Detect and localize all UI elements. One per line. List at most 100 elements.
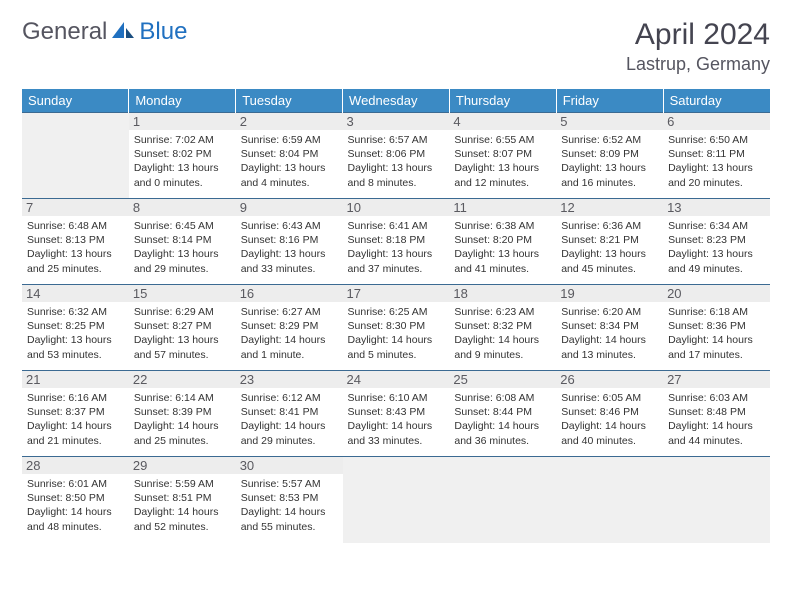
day-detail-line: and 37 minutes.	[348, 262, 445, 276]
day-detail-line: Sunrise: 6:10 AM	[348, 391, 445, 405]
calendar-cell: 12 Sunrise: 6:36 AMSunset: 8:21 PMDayligh…	[556, 199, 663, 285]
day-details: Sunrise: 6:16 AMSunset: 8:37 PMDaylight:…	[27, 391, 124, 448]
day-detail-line: Sunrise: 6:59 AM	[241, 133, 338, 147]
calendar-cell	[663, 457, 770, 543]
day-number: 26	[556, 371, 663, 388]
day-detail-line: Sunset: 8:50 PM	[27, 491, 124, 505]
calendar-table: SundayMondayTuesdayWednesdayThursdayFrid…	[22, 89, 770, 543]
day-detail-line: and 0 minutes.	[134, 176, 231, 190]
calendar-cell: 14Sunrise: 6:32 AMSunset: 8:25 PMDayligh…	[22, 285, 129, 371]
day-detail-line: and 57 minutes.	[134, 348, 231, 362]
page-header: General Blue April 2024 Lastrup, Germany	[22, 18, 770, 75]
day-detail-line: Sunrise: 6:41 AM	[348, 219, 445, 233]
calendar-cell	[449, 457, 556, 543]
day-detail-line: Sunrise: 6:01 AM	[27, 477, 124, 491]
logo-sail-icon	[112, 20, 134, 45]
weekday-header: Tuesday	[236, 89, 343, 113]
day-detail-line: Sunrise: 6:25 AM	[348, 305, 445, 319]
day-details: Sunrise: 6:36 AMSunset: 8:21 PMDaylight:…	[561, 219, 658, 276]
day-detail-line: Sunset: 8:06 PM	[348, 147, 445, 161]
weekday-header: Monday	[129, 89, 236, 113]
day-details: Sunrise: 6:59 AMSunset: 8:04 PMDaylight:…	[241, 133, 338, 190]
day-detail-line: Sunrise: 5:59 AM	[134, 477, 231, 491]
weekday-header: Wednesday	[343, 89, 450, 113]
day-detail-line: Sunrise: 6:34 AM	[668, 219, 765, 233]
calendar-cell: 8Sunrise: 6:45 AMSunset: 8:14 PMDaylight…	[129, 199, 236, 285]
day-detail-line: Sunrise: 6:45 AM	[134, 219, 231, 233]
day-number: 6	[663, 113, 770, 130]
day-detail-line: Sunrise: 6:36 AM	[561, 219, 658, 233]
day-detail-line: Sunrise: 6:50 AM	[668, 133, 765, 147]
day-detail-line: Sunrise: 6:43 AM	[241, 219, 338, 233]
day-detail-line: and 52 minutes.	[134, 520, 231, 534]
calendar-cell: 21Sunrise: 6:16 AMSunset: 8:37 PMDayligh…	[22, 371, 129, 457]
day-detail-line: Daylight: 13 hours	[561, 161, 658, 175]
day-details: Sunrise: 6:57 AMSunset: 8:06 PMDaylight:…	[348, 133, 445, 190]
day-number: 3	[343, 113, 450, 130]
day-detail-line: Sunrise: 6:16 AM	[27, 391, 124, 405]
day-detail-line: and 4 minutes.	[241, 176, 338, 190]
day-details: Sunrise: 6:48 AMSunset: 8:13 PMDaylight:…	[27, 219, 124, 276]
day-details: Sunrise: 6:45 AMSunset: 8:14 PMDaylight:…	[134, 219, 231, 276]
day-details: Sunrise: 6:43 AMSunset: 8:16 PMDaylight:…	[241, 219, 338, 276]
day-details: Sunrise: 6:03 AMSunset: 8:48 PMDaylight:…	[668, 391, 765, 448]
day-detail-line: and 12 minutes.	[454, 176, 551, 190]
day-details: Sunrise: 6:20 AMSunset: 8:34 PMDaylight:…	[561, 305, 658, 362]
day-number: 19	[556, 285, 663, 302]
day-detail-line: Sunrise: 6:12 AM	[241, 391, 338, 405]
day-detail-line: and 33 minutes.	[241, 262, 338, 276]
day-detail-line: Daylight: 13 hours	[134, 247, 231, 261]
calendar-cell: 5Sunrise: 6:52 AMSunset: 8:09 PMDaylight…	[556, 113, 663, 199]
logo: General Blue	[22, 18, 187, 46]
day-detail-line: Daylight: 13 hours	[241, 161, 338, 175]
calendar-cell: 9Sunrise: 6:43 AMSunset: 8:16 PMDaylight…	[236, 199, 343, 285]
calendar-cell: 20Sunrise: 6:18 AMSunset: 8:36 PMDayligh…	[663, 285, 770, 371]
day-detail-line: and 17 minutes.	[668, 348, 765, 362]
weekday-header: Thursday	[449, 89, 556, 113]
calendar-cell: 22Sunrise: 6:14 AMSunset: 8:39 PMDayligh…	[129, 371, 236, 457]
day-detail-line: Daylight: 14 hours	[27, 419, 124, 433]
day-details: Sunrise: 6:08 AMSunset: 8:44 PMDaylight:…	[454, 391, 551, 448]
day-detail-line: Sunset: 8:30 PM	[348, 319, 445, 333]
day-details: Sunrise: 6:10 AMSunset: 8:43 PMDaylight:…	[348, 391, 445, 448]
day-detail-line: Sunrise: 7:02 AM	[134, 133, 231, 147]
day-detail-line: Daylight: 14 hours	[454, 419, 551, 433]
day-detail-line: and 40 minutes.	[561, 434, 658, 448]
day-details: Sunrise: 6:27 AMSunset: 8:29 PMDaylight:…	[241, 305, 338, 362]
day-details: Sunrise: 6:32 AMSunset: 8:25 PMDaylight:…	[27, 305, 124, 362]
day-number: 20	[663, 285, 770, 302]
day-detail-line: Sunset: 8:20 PM	[454, 233, 551, 247]
day-number: 13	[663, 199, 770, 216]
day-details: Sunrise: 6:14 AMSunset: 8:39 PMDaylight:…	[134, 391, 231, 448]
day-details: Sunrise: 7:02 AMSunset: 8:02 PMDaylight:…	[134, 133, 231, 190]
day-number: 24	[343, 371, 450, 388]
logo-text-gray: General	[22, 18, 107, 46]
weekday-header: Saturday	[663, 89, 770, 113]
day-detail-line: and 13 minutes.	[561, 348, 658, 362]
day-number: 29	[129, 457, 236, 474]
day-detail-line: Daylight: 13 hours	[134, 161, 231, 175]
day-detail-line: Sunset: 8:27 PM	[134, 319, 231, 333]
day-detail-line: Sunset: 8:11 PM	[668, 147, 765, 161]
day-number: 4	[449, 113, 556, 130]
calendar-cell: 15Sunrise: 6:29 AMSunset: 8:27 PMDayligh…	[129, 285, 236, 371]
day-detail-line: Daylight: 14 hours	[454, 333, 551, 347]
weekday-header-row: SundayMondayTuesdayWednesdayThursdayFrid…	[22, 89, 770, 113]
day-number: 17	[343, 285, 450, 302]
calendar-week-row: 1Sunrise: 7:02 AMSunset: 8:02 PMDaylight…	[22, 113, 770, 199]
day-detail-line: Sunrise: 6:57 AM	[348, 133, 445, 147]
day-number: 12	[556, 199, 663, 216]
day-detail-line: Daylight: 13 hours	[348, 161, 445, 175]
day-detail-line: Sunset: 8:46 PM	[561, 405, 658, 419]
day-detail-line: Sunrise: 6:05 AM	[561, 391, 658, 405]
calendar-cell	[22, 113, 129, 199]
location-label: Lastrup, Germany	[626, 54, 770, 75]
day-detail-line: Daylight: 13 hours	[134, 333, 231, 347]
day-details: Sunrise: 6:29 AMSunset: 8:27 PMDaylight:…	[134, 305, 231, 362]
day-detail-line: Sunset: 8:23 PM	[668, 233, 765, 247]
day-detail-line: and 33 minutes.	[348, 434, 445, 448]
day-detail-line: Daylight: 14 hours	[561, 333, 658, 347]
day-detail-line: Sunset: 8:44 PM	[454, 405, 551, 419]
day-detail-line: and 29 minutes.	[134, 262, 231, 276]
day-detail-line: Sunset: 8:51 PM	[134, 491, 231, 505]
